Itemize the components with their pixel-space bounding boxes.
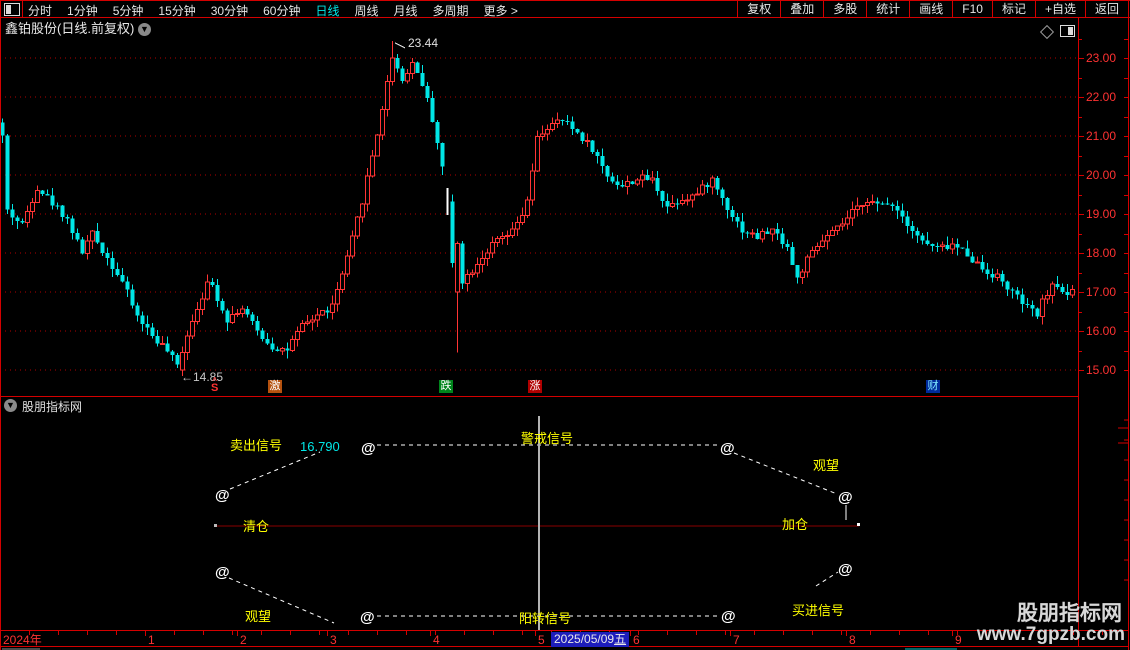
cutoff-row-fragment	[905, 648, 957, 650]
period-tab-周线[interactable]: 周线	[354, 4, 379, 18]
period-toolbar: 分时 1分钟 5分钟 15分钟 30分钟 60分钟 日线 周线 月线 多周期 更多 > 复权 叠加 多股…	[0, 0, 1130, 18]
date-axis-label: 2	[240, 633, 247, 647]
period-tab-分时[interactable]: 分时	[28, 4, 53, 18]
event-marker-跌: 跌	[439, 380, 453, 393]
layout-left-icon[interactable]	[4, 3, 20, 16]
toolbar-button-叠加[interactable]: 叠加	[780, 0, 823, 17]
toolbar-button-标记[interactable]: 标记	[991, 0, 1035, 17]
period-tab-多周期[interactable]: 多周期	[432, 4, 469, 18]
panel-chevron-down-icon[interactable]: ▼	[4, 399, 17, 412]
event-marker-S: ^ S	[211, 376, 219, 394]
price-axis-label: 19.00	[1086, 207, 1117, 221]
price-axis-label: 16.00	[1086, 324, 1117, 338]
signal-panel-drawing[interactable]	[0, 398, 1130, 630]
title-chevron-down-icon[interactable]: ▼	[138, 23, 151, 36]
signal-at-marker: @	[838, 561, 853, 578]
signal-label-16.790: 16.790	[300, 439, 340, 454]
date-axis-label: 4	[433, 633, 440, 647]
toolbar-button-F10[interactable]: F10	[952, 0, 992, 17]
price-axis-label: 15.00	[1086, 363, 1117, 377]
date-axis-label: 5	[538, 633, 545, 647]
panel-title: 股朋指标网	[22, 400, 83, 414]
period-tab-更多 >[interactable]: 更多 >	[483, 4, 518, 18]
signal-at-marker: @	[721, 608, 736, 625]
signal-label-加仓: 加仓	[782, 517, 809, 532]
signal-at-marker: @	[361, 440, 376, 457]
period-tab-15分钟[interactable]: 15分钟	[158, 4, 196, 18]
candlestick-chart[interactable]	[0, 38, 1078, 392]
period-tab-月线[interactable]: 月线	[393, 4, 418, 18]
axis-year-label: 2024年	[3, 633, 42, 647]
price-axis-label: 22.00	[1086, 90, 1117, 104]
price-axis-label: 18.00	[1086, 246, 1117, 260]
layout-right-icon[interactable]	[1060, 25, 1075, 37]
event-marker-激: 激	[268, 380, 282, 393]
high-price-label: 23.44	[408, 35, 439, 50]
signal-at-marker: @	[720, 440, 735, 457]
price-axis-label: 17.00	[1086, 285, 1117, 299]
price-axis-label: 23.00	[1086, 51, 1117, 65]
period-tab-日线[interactable]: 日线	[315, 4, 340, 18]
event-marker-涨: 涨	[528, 380, 542, 393]
period-tab-1分钟[interactable]: 1分钟	[67, 4, 98, 18]
period-tabs: 分时 1分钟 5分钟 15分钟 30分钟 60分钟 日线 周线 月线 多周期 更多 >	[28, 2, 518, 19]
signal-label-阳转信号: 阳转信号	[519, 611, 572, 626]
toolbar-button-多股[interactable]: 多股	[823, 0, 866, 17]
toolbar-right-buttons: 复权 叠加 多股 统计 画线 F10 标记 +自选 返回	[737, 0, 1128, 17]
cutoff-row-fragment	[2, 648, 40, 650]
toolbar-button-统计[interactable]: 统计	[866, 0, 909, 17]
date-axis-label: 6	[633, 633, 640, 647]
signal-label-观望: 观望	[245, 609, 272, 624]
watermark-site-name: 股朋指标网	[1017, 602, 1122, 625]
period-tab-30分钟[interactable]: 30分钟	[210, 4, 249, 18]
toolbar-button-画线[interactable]: 画线	[909, 0, 952, 17]
watermark-site-url: www.7gpzb.com	[976, 624, 1125, 645]
cursor-date-box: 2025/05/09五	[551, 632, 630, 647]
period-tab-60分钟[interactable]: 60分钟	[263, 4, 301, 18]
signal-at-marker: @	[215, 564, 230, 581]
signal-label-买进信号: 买进信号	[792, 603, 845, 618]
event-marker-财: 财	[926, 380, 940, 393]
date-axis-label: 9	[955, 633, 962, 647]
chart-title: 鑫铂股份(日线.前复权)	[5, 21, 135, 36]
price-axis-label: 21.00	[1086, 129, 1117, 143]
low-price-label: ←14.85	[181, 369, 224, 384]
toolbar-button-复权[interactable]: 复权	[737, 0, 780, 17]
signal-at-marker: @	[215, 487, 230, 504]
signal-at-marker: @	[838, 489, 853, 506]
signal-at-marker: @	[360, 609, 375, 626]
signal-label-清仓: 清仓	[243, 519, 270, 534]
period-tab-5分钟[interactable]: 5分钟	[112, 4, 144, 18]
toolbar-button-返回[interactable]: 返回	[1084, 0, 1128, 17]
diamond-icon[interactable]	[1039, 24, 1055, 40]
date-axis-label: 1	[148, 633, 155, 647]
price-axis-label: 20.00	[1086, 168, 1117, 182]
toolbar-button-+自选[interactable]: +自选	[1034, 0, 1085, 17]
date-axis-label: 3	[330, 633, 337, 647]
signal-label-卖出信号: 卖出信号	[230, 438, 283, 453]
signal-label-警戒信号: 警戒信号	[521, 431, 574, 446]
date-axis-label: 7	[733, 633, 740, 647]
signal-label-观望: 观望	[813, 458, 840, 473]
date-axis-label: 8	[849, 633, 856, 647]
